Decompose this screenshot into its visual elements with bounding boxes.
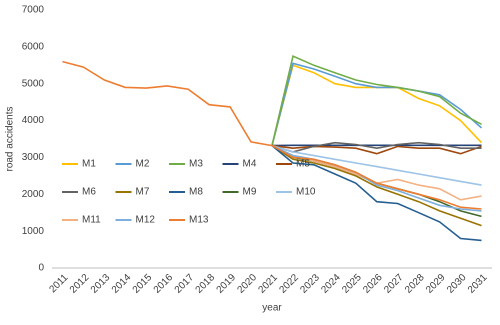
y-tick-label: 7000 (22, 5, 45, 16)
legend-label: M2 (136, 159, 150, 170)
legend-label: M10 (296, 187, 316, 198)
x-tick-label: 2021 (256, 272, 280, 296)
x-axis-label: year (262, 303, 282, 314)
legend-label: M9 (243, 187, 257, 198)
legend-label: M13 (189, 215, 209, 226)
legend-label: M6 (82, 187, 96, 198)
series-line (63, 62, 482, 209)
x-tick-label: 2022 (277, 272, 301, 296)
y-tick-label: 3000 (22, 152, 45, 163)
x-tick-label: 2020 (236, 272, 260, 296)
x-tick-label: 2014 (110, 272, 134, 296)
x-tick-label: 2013 (89, 272, 113, 296)
x-tick-label: 2017 (173, 272, 197, 296)
y-tick-label: 4000 (22, 115, 45, 126)
legend-label: M11 (82, 215, 101, 226)
x-tick-label: 2028 (403, 272, 427, 296)
x-tick-label: 2026 (361, 272, 385, 296)
legend-label: M3 (189, 159, 203, 170)
x-tick-label: 2018 (194, 272, 218, 296)
x-tick-label: 2029 (424, 272, 448, 296)
x-tick-label: 2030 (445, 272, 469, 296)
x-tick-label: 2012 (68, 272, 92, 296)
y-tick-label: 0 (38, 263, 44, 274)
x-tick-label: 2011 (47, 272, 70, 295)
legend-label: M5 (296, 159, 310, 170)
series-line (272, 146, 482, 217)
legend-label: M7 (136, 187, 150, 198)
y-tick-label: 6000 (22, 41, 45, 52)
x-tick-label: 2019 (215, 272, 239, 296)
x-tick-label: 2016 (152, 272, 176, 296)
legend-label: M4 (243, 159, 257, 170)
x-tick-label: 2027 (382, 272, 406, 296)
x-tick-label: 2031 (466, 272, 490, 296)
legend-label: M1 (82, 159, 96, 170)
y-axis-label: road accidents (5, 106, 16, 171)
y-tick-label: 2000 (22, 189, 45, 200)
x-tick-label: 2015 (131, 272, 155, 296)
y-tick-label: 1000 (22, 226, 45, 237)
x-tick-label: 2023 (298, 272, 322, 296)
legend-label: M8 (189, 187, 203, 198)
y-tick-label: 5000 (22, 78, 45, 89)
legend-label: M12 (136, 215, 156, 226)
x-tick-label: 2024 (319, 272, 343, 296)
x-tick-label: 2025 (340, 272, 364, 296)
